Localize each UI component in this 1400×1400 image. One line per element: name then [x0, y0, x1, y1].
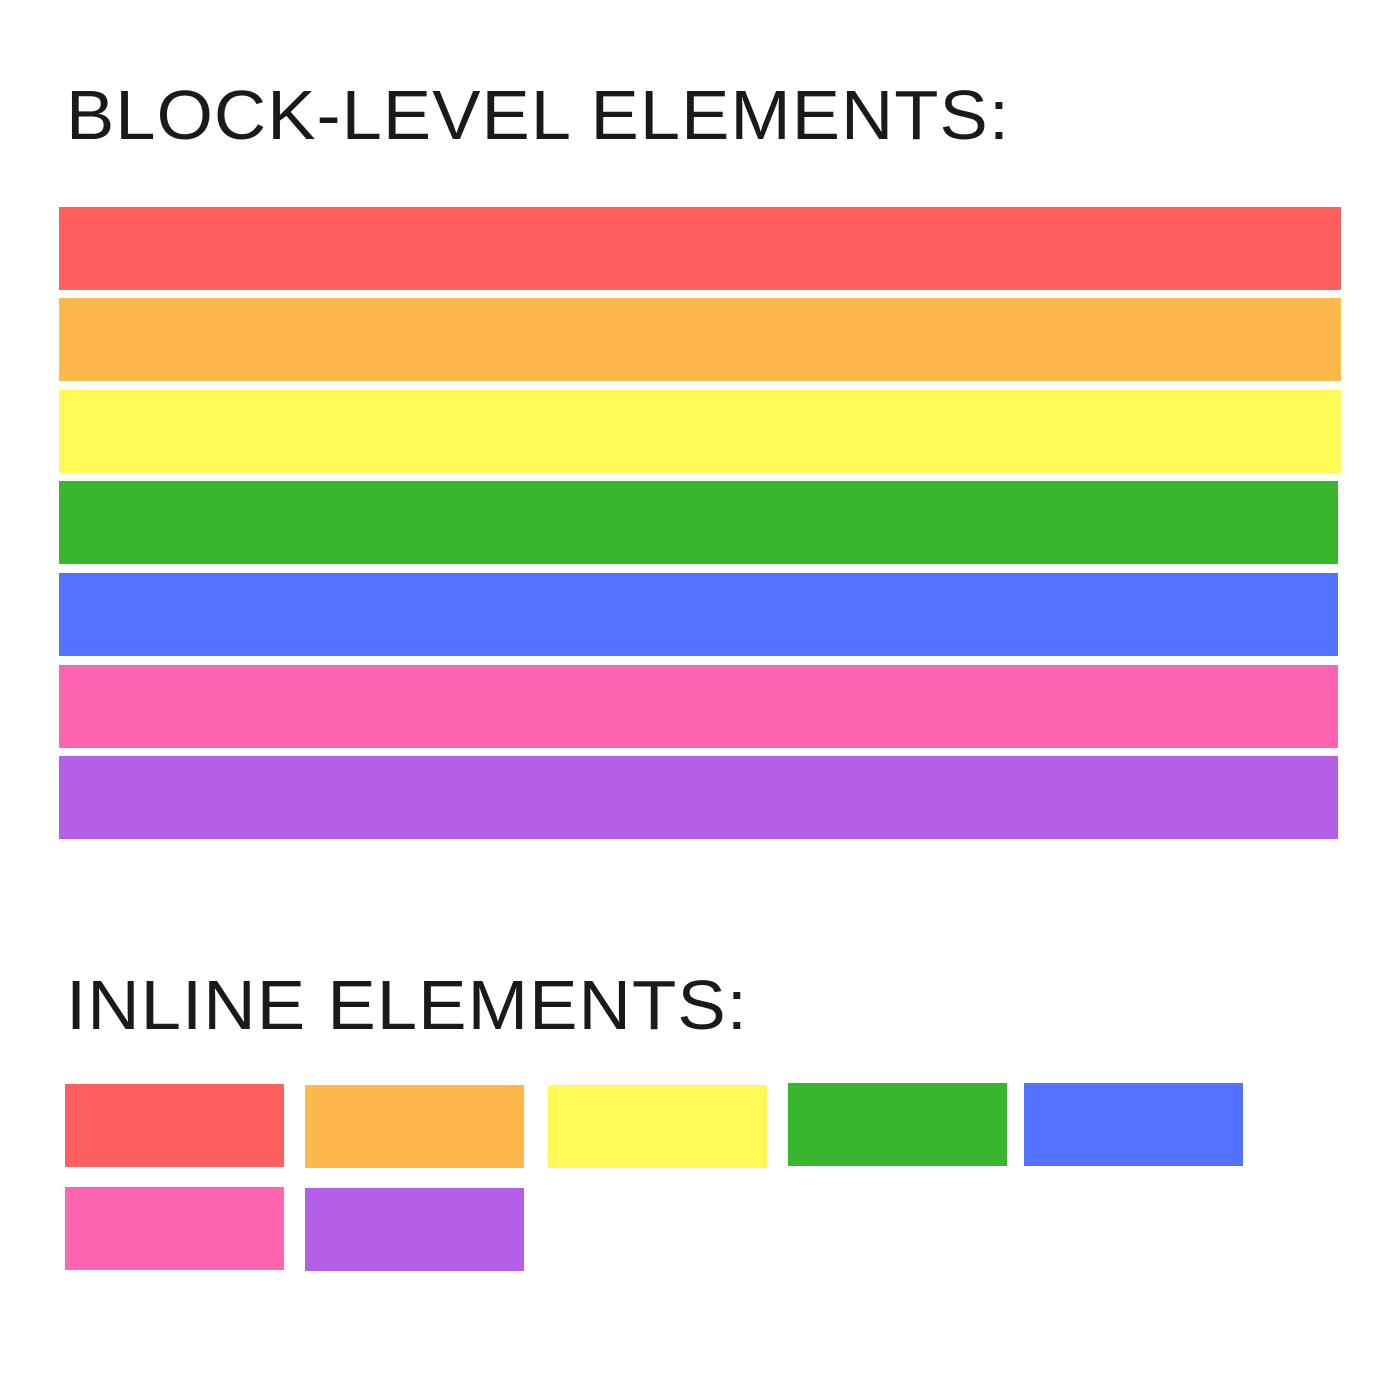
block-bar [59, 390, 1341, 473]
inline-box [788, 1083, 1007, 1166]
inline-title: INLINE ELEMENTS: [66, 966, 748, 1044]
inline-box [305, 1085, 524, 1168]
block-level-title: BLOCK-LEVEL ELEMENTS: [66, 76, 1010, 154]
block-bar [59, 665, 1338, 748]
inline-box [65, 1084, 284, 1167]
block-bar [59, 298, 1341, 381]
block-bar [59, 481, 1338, 564]
block-bar [59, 573, 1338, 656]
block-bar [59, 756, 1338, 839]
inline-box [1024, 1083, 1243, 1166]
inline-box [305, 1188, 524, 1271]
block-bar [59, 207, 1341, 290]
inline-box [65, 1187, 284, 1270]
inline-box [548, 1085, 767, 1168]
